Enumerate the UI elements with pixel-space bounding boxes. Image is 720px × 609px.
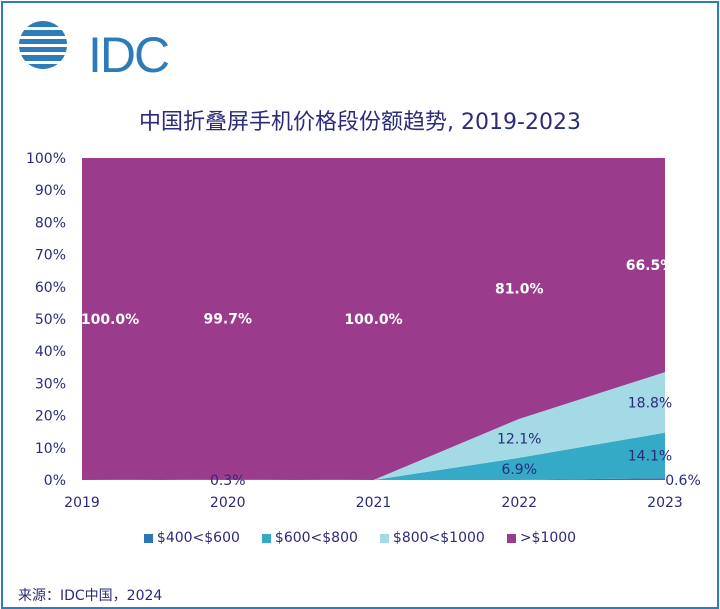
y-tick-label: 40% xyxy=(35,344,66,360)
legend-swatch xyxy=(143,533,153,543)
area-3 xyxy=(82,158,665,480)
legend-item: $600<$800 xyxy=(261,530,358,546)
y-tick-label: 20% xyxy=(35,409,66,425)
data-label: 100.0% xyxy=(344,312,402,328)
area-1 xyxy=(82,432,665,480)
data-label: 81.0% xyxy=(495,281,544,297)
data-label: 18.8% xyxy=(628,395,672,411)
x-tick-label: 2019 xyxy=(64,495,100,511)
idc-logo: IDC xyxy=(18,20,170,80)
x-tick-label: 2022 xyxy=(501,495,537,511)
legend-swatch xyxy=(261,533,271,543)
data-label: 0.3% xyxy=(210,473,246,489)
data-label: 100.0% xyxy=(81,312,139,328)
data-label: 66.5% xyxy=(626,258,675,274)
y-tick-label: 60% xyxy=(35,280,66,296)
x-tick-label: 2023 xyxy=(647,495,683,511)
y-tick-label: 80% xyxy=(35,215,66,231)
legend-swatch xyxy=(379,533,389,543)
data-label: 12.1% xyxy=(497,431,541,447)
logo-text: IDC xyxy=(88,27,170,83)
area-2 xyxy=(82,372,665,480)
legend-item: $800<$1000 xyxy=(379,530,485,546)
y-tick-label: 0% xyxy=(44,473,66,489)
y-tick-label: 90% xyxy=(35,183,66,199)
data-label: 99.7% xyxy=(203,312,252,328)
data-label: 14.1% xyxy=(628,448,672,464)
data-label: 0.6% xyxy=(665,473,701,489)
x-tick-label: 2021 xyxy=(356,495,392,511)
legend-item: >$1000 xyxy=(506,530,577,546)
y-tick-label: 30% xyxy=(35,376,66,392)
y-tick-label: 100% xyxy=(26,151,66,167)
y-tick-label: 50% xyxy=(35,312,66,328)
chart-title: 中国折叠屏手机价格段份额趋势, 2019-2023 xyxy=(139,110,581,135)
legend: $400<$600 $600<$800 $800<$1000 >$1000 xyxy=(0,530,720,546)
legend-swatch xyxy=(506,533,516,543)
legend-label: $600<$800 xyxy=(274,530,358,546)
legend-label: $400<$600 xyxy=(156,530,240,546)
area-0 xyxy=(82,478,665,480)
y-tick-label: 70% xyxy=(35,248,66,264)
source-note: 来源：IDC中国，2024 xyxy=(18,588,163,604)
data-label: 6.9% xyxy=(501,462,537,478)
y-tick-label: 10% xyxy=(35,441,66,457)
globe-logo-icon xyxy=(19,21,67,69)
x-tick-label: 2020 xyxy=(210,495,246,511)
legend-label: $800<$1000 xyxy=(392,530,485,546)
legend-label: >$1000 xyxy=(519,530,577,546)
legend-item: $400<$600 xyxy=(143,530,240,546)
